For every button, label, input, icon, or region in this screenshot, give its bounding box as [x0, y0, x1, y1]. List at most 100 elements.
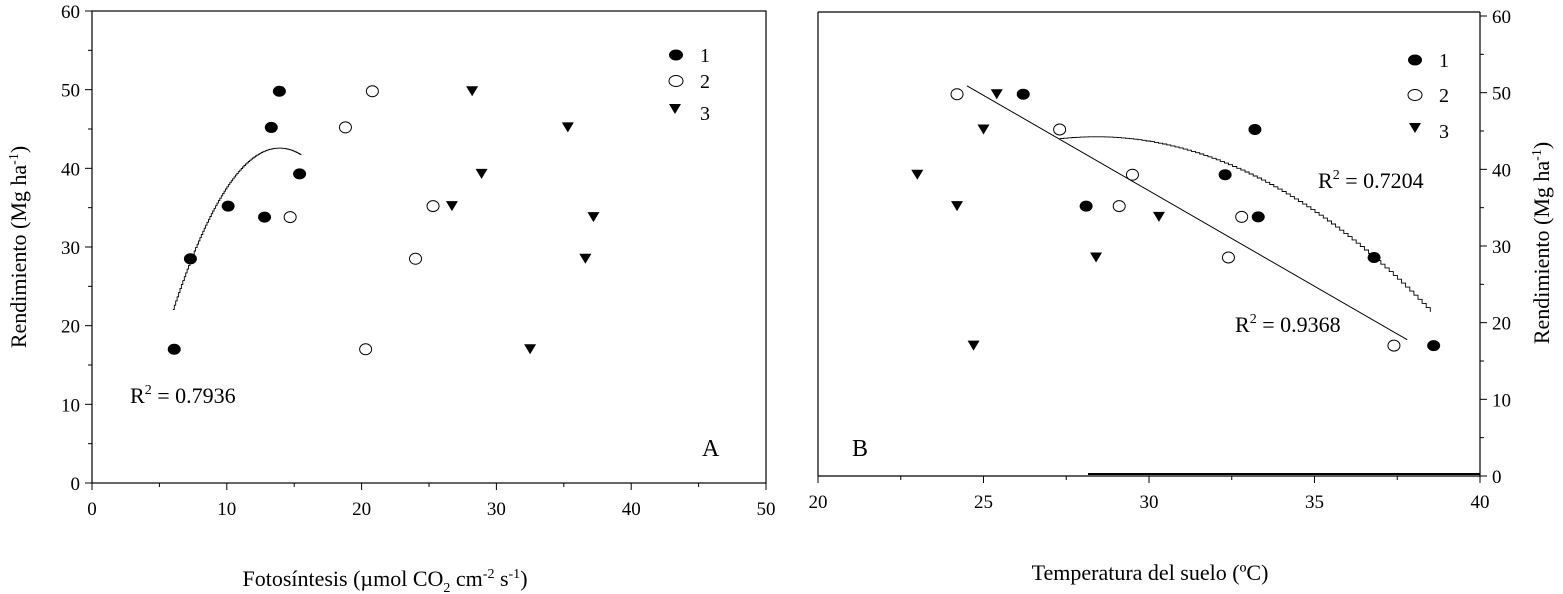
panel-b-xlabel: Temperatura del suelo (ºC) [1032, 560, 1269, 585]
legend-a-marker-2 [668, 75, 684, 87]
point-a-series-3-0 [445, 201, 458, 212]
legend-b-marker-1 [1408, 54, 1422, 66]
point-a-series-3-2 [475, 168, 488, 179]
panel-b-r2-label-quadratic: R2 = 0.7204 [1318, 168, 1424, 193]
point-a-series-3-3 [524, 344, 537, 355]
point-a-series-2-3 [365, 85, 379, 98]
fit-a-quadratic [172, 147, 302, 310]
panel-a-r2-label: R2 = 0.7936 [130, 383, 236, 408]
xtick-label-b-20: 20 [809, 492, 828, 513]
point-a-series-1-1 [183, 253, 197, 265]
point-b-series-2-0 [950, 88, 964, 101]
panel-b-points [911, 88, 1441, 352]
xtick-label-b-30: 30 [1140, 492, 1159, 513]
panel-a-points [167, 85, 600, 356]
panel-a-plot-frame [91, 10, 767, 484]
xtick-label-a-40: 40 [622, 499, 641, 520]
legend-a-marker-3 [669, 104, 681, 114]
point-b-series-2-1 [1053, 123, 1067, 136]
point-a-series-2-1 [338, 121, 352, 134]
point-b-series-2-2 [1112, 200, 1126, 213]
point-b-series-3-6 [1152, 211, 1165, 222]
point-b-series-1-5 [1367, 252, 1381, 263]
fit-b-quadratic [1059, 136, 1431, 312]
point-b-series-1-3 [1248, 123, 1262, 135]
point-b-series-3-1 [951, 201, 964, 212]
point-a-series-2-5 [426, 200, 440, 213]
ytick-label-a-50: 50 [61, 81, 80, 102]
panel-b-r2-label-linear: R2 = 0.9368 [1235, 312, 1341, 337]
legend-b-marker-3 [1409, 123, 1421, 133]
point-a-series-2-2 [359, 343, 373, 356]
point-a-series-1-0 [167, 343, 181, 355]
point-a-series-1-2 [221, 200, 235, 212]
ytick-label-a-0: 0 [71, 474, 81, 495]
legend-b-label-3: 3 [1439, 121, 1449, 143]
point-b-series-2-3 [1125, 168, 1139, 181]
point-a-series-1-3 [258, 211, 272, 223]
fit-b-linear [966, 85, 1408, 341]
legend-a-label-1: 1 [700, 45, 710, 67]
point-b-series-3-4 [990, 89, 1003, 100]
legend-a-marker-1 [669, 49, 683, 61]
legend-a-label-2: 2 [700, 71, 710, 93]
ytick-label-a-20: 20 [61, 317, 80, 338]
ytick-label-b-30: 30 [1492, 237, 1511, 258]
ytick-label-a-60: 60 [61, 2, 80, 23]
point-a-series-2-4 [409, 252, 423, 265]
xtick-label-a-10: 10 [217, 499, 236, 520]
xtick-label-b-40: 40 [1471, 492, 1490, 513]
point-a-series-2-0 [283, 211, 297, 224]
legend-b-marker-2 [1407, 89, 1423, 101]
point-b-series-2-4 [1221, 251, 1235, 264]
panel-a-xlabel: Fotosíntesis (µmol CO2 cm-2 s-1) [242, 566, 527, 594]
point-a-series-1-5 [272, 85, 286, 97]
xtick-label-a-20: 20 [352, 499, 371, 520]
point-b-series-1-0 [1016, 88, 1030, 100]
ytick-label-a-10: 10 [61, 395, 80, 416]
legend-b-label-2: 2 [1439, 85, 1449, 107]
xtick-label-b-35: 35 [1305, 492, 1324, 513]
xtick-label-b-25: 25 [974, 492, 993, 513]
point-b-series-3-5 [1090, 252, 1103, 263]
point-a-series-3-5 [579, 253, 592, 264]
panel-b-ylabel: Rendimiento (Mg ha-1) [1529, 142, 1554, 344]
point-b-series-1-2 [1218, 169, 1232, 181]
point-b-series-3-0 [911, 169, 924, 180]
point-a-series-3-6 [587, 212, 600, 223]
point-a-series-1-6 [293, 168, 307, 180]
panel-a-legend: 1 2 3 [668, 45, 710, 125]
panel-b-letter: B [852, 436, 868, 462]
point-b-series-3-3 [977, 124, 990, 135]
ytick-label-b-0: 0 [1492, 467, 1502, 488]
legend-a-label-3: 3 [700, 103, 710, 125]
point-b-series-1-4 [1251, 211, 1265, 223]
panel-b-legend: 1 2 3 [1407, 50, 1449, 143]
ytick-label-b-40: 40 [1492, 160, 1511, 181]
ytick-label-a-30: 30 [61, 238, 80, 259]
point-b-series-3-2 [967, 340, 980, 351]
point-b-series-1-1 [1079, 200, 1093, 212]
ytick-label-a-40: 40 [61, 159, 80, 180]
point-a-series-3-1 [466, 86, 479, 97]
panel-a-fit-curve [172, 147, 302, 310]
ytick-label-b-10: 10 [1492, 390, 1511, 411]
point-a-series-1-4 [264, 121, 278, 133]
point-a-series-3-4 [561, 122, 574, 133]
ytick-label-b-20: 20 [1492, 314, 1511, 335]
xtick-label-a-0: 0 [87, 499, 97, 520]
xtick-label-a-30: 30 [487, 499, 506, 520]
ytick-label-b-50: 50 [1492, 84, 1511, 105]
panel-a-ylabel: Rendimiento (Mg ha-1) [6, 146, 31, 348]
point-b-series-2-5 [1235, 210, 1249, 223]
legend-b-label-1: 1 [1439, 50, 1449, 72]
point-b-series-2-6 [1387, 339, 1401, 352]
point-b-series-1-6 [1427, 340, 1441, 352]
ytick-label-b-60: 60 [1492, 7, 1511, 28]
panel-a-letter: A [702, 436, 720, 462]
panel-b-fit-curves [966, 85, 1431, 341]
panel-a-ticks: 0 10 20 30 40 50 0 10 20 30 40 50 60 [61, 2, 776, 520]
xtick-label-a-50: 50 [757, 499, 776, 520]
